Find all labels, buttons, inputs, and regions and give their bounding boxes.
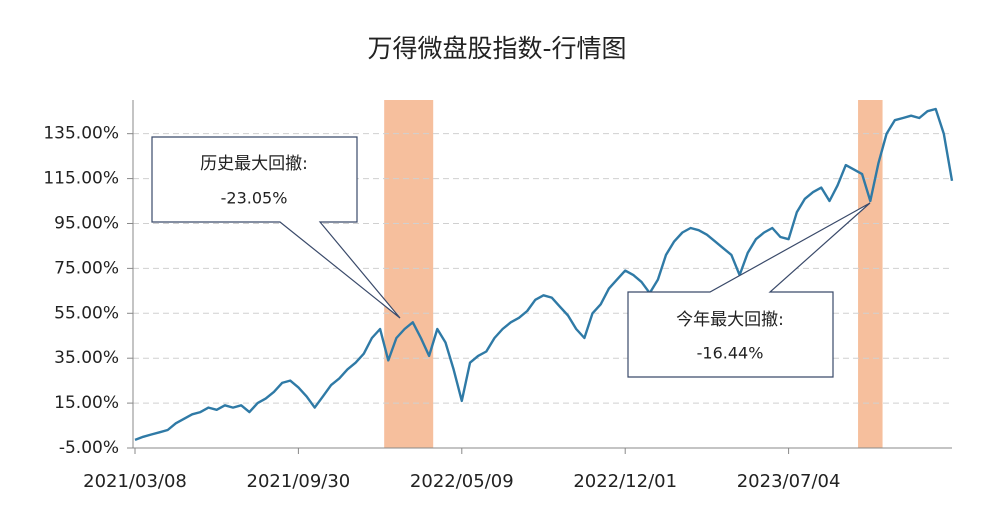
chart-title: 万得微盘股指数-行情图 [367,34,626,63]
x-tick-label: 2022/12/01 [573,471,677,492]
y-tick-label: 95.00% [54,213,119,233]
y-tick-label: 35.00% [54,348,119,368]
highlight-band [858,100,883,448]
callout-box [627,202,871,378]
x-tick-label: 2021/03/08 [83,471,187,492]
line [134,107,954,442]
callout: 历史最大回撤: -23.05% [151,136,401,319]
axes: -5.00% 15.00% 35.00% 55.00% 75.00% 95.00% 115.… [43,100,952,492]
y-tick-label: 115.00% [43,169,119,189]
y-tick-label: 135.00% [43,124,119,144]
y-tick-label: -5.00% [59,438,119,458]
highlights [384,100,883,448]
x-tick-label: 2021/09/30 [247,471,351,492]
x-tick-label: 2022/05/09 [410,471,514,492]
annotation-text: 历史最大回撤: [200,154,308,174]
annotation-text: 今年最大回撤: [676,310,784,330]
highlight-band [384,100,434,448]
y-tick-label: 55.00% [54,303,119,323]
annotation-text: -23.05% [221,189,288,208]
y-tick-label: 75.00% [54,258,119,278]
callout: 今年最大回撤: -16.44% [627,202,871,378]
plot [134,107,954,442]
x-tick-label: 2023/07/04 [737,471,841,492]
annotation-text: -16.44% [697,344,764,363]
y-tick-label: 15.00% [54,393,119,413]
callout-box [151,136,401,319]
